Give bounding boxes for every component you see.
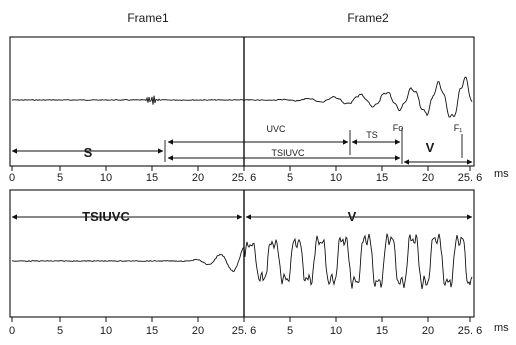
segment-ts-label: TS — [366, 130, 378, 140]
panel-2-tick-label: 20 — [422, 325, 434, 337]
marker-f1-label: F₁ — [454, 123, 463, 133]
segment-uvc-label: UVC — [266, 124, 286, 134]
panel-1-tick-label: 5 — [287, 172, 293, 184]
panel-2-tick-label: 10 — [330, 325, 342, 337]
panel-1-tick-label: 15 — [376, 172, 388, 184]
panel-2-tick-label: 15 — [376, 325, 388, 337]
panel-1-tick-label: 10 — [100, 172, 112, 184]
panel-1-unit-label: ms — [494, 168, 509, 180]
panel-2-tick-label: 5 — [287, 325, 293, 337]
panel-2-tick-label: 25. 6 — [458, 325, 482, 337]
panel-1-tick-label: 10 — [330, 172, 342, 184]
panel-2-border — [9, 189, 475, 318]
panel-2-tick-label: 20 — [192, 325, 204, 337]
panel-2-waveform — [11, 233, 473, 290]
panel-2-unit-label: ms — [494, 322, 509, 334]
panel-1-time-axis: 0 5 10 15 20 25. 6 5 10 15 20 25. 6 — [9, 166, 482, 184]
panel-2-tick-label: 10 — [100, 325, 112, 337]
panel-2-tick-label: 25. 6 — [232, 325, 256, 337]
panel-1-waveform — [11, 76, 473, 118]
panel-1-tick-label: 20 — [192, 172, 204, 184]
frame2-label: Frame2 — [347, 11, 389, 25]
marker-fo-label: Fo — [393, 123, 404, 133]
panel-1-tick-label: 15 — [146, 172, 158, 184]
segment-v-label-2: V — [348, 209, 357, 224]
segment-tsiuvc-label-2: TSIUVC — [82, 209, 130, 224]
panel-1-tick-label: 0 — [9, 172, 15, 184]
panel-1-border — [9, 36, 475, 167]
panel-1-tick-label: 25. 6 — [232, 172, 256, 184]
panel-1-tick-label: 20 — [422, 172, 434, 184]
panel-2-tick-label: 0 — [9, 325, 15, 337]
panel-2: TSIUVC V — [9, 189, 475, 318]
panel-2-tick-label: 15 — [146, 325, 158, 337]
panel-1-tick-label: 5 — [57, 172, 63, 184]
panel-1: S UVC TSIUVC TS V Fo F₁ — [9, 36, 475, 167]
segment-v-label: V — [426, 140, 435, 155]
frame1-label: Frame1 — [127, 11, 169, 25]
segment-tsiuvc-label: TSIUVC — [271, 148, 305, 158]
segment-s-label: S — [84, 145, 93, 160]
panel-2-tick-label: 5 — [57, 325, 63, 337]
panel-1-tick-label: 25. 6 — [458, 172, 482, 184]
panel-2-time-axis: 0 5 10 15 20 25. 6 5 10 15 20 25. 6 — [9, 317, 482, 337]
